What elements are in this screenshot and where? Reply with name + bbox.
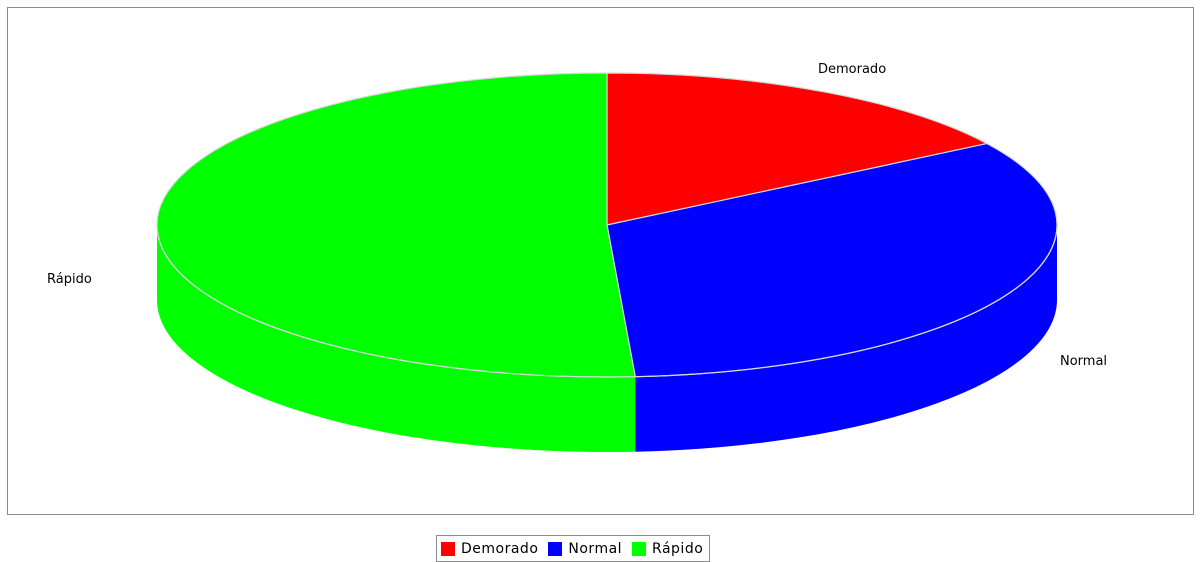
legend-label-rapido: Rápido <box>652 540 704 557</box>
slice-label-normal: Normal <box>1060 354 1107 369</box>
pie-side-normal <box>635 225 1057 452</box>
legend-label-demorado: Demorado <box>461 540 539 557</box>
legend-item-rapido: Rápido <box>632 541 703 557</box>
pie-side-rapido <box>157 225 636 453</box>
slice-label-rapido: Rápido <box>47 272 92 287</box>
pie-labels: Demorado Normal Rápido <box>47 62 1107 369</box>
legend: Demorado Normal Rápido <box>436 535 711 562</box>
pie-top <box>156 72 1058 378</box>
pie-depth <box>157 225 1057 453</box>
pie-rim-edge <box>156 224 1058 378</box>
legend-item-normal: Normal <box>548 541 622 557</box>
pie-slice-demorado <box>606 72 988 226</box>
legend-item-demorado: Demorado <box>441 541 538 557</box>
legend-swatch-rapido <box>632 541 647 556</box>
legend-swatch-demorado <box>441 541 455 556</box>
legend-swatch-normal <box>548 541 563 556</box>
legend-label-normal: Normal <box>568 540 623 557</box>
slice-label-demorado: Demorado <box>818 62 886 77</box>
